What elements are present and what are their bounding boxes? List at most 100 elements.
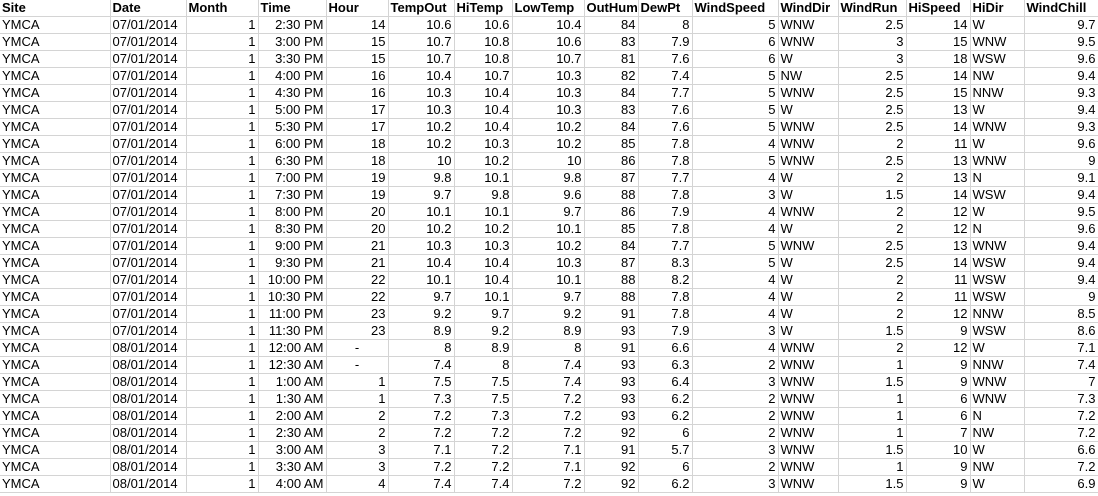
cell-winddir[interactable]: WNW	[778, 203, 839, 221]
cell-lowtemp[interactable]: 10.7	[512, 50, 585, 68]
cell-date[interactable]: 07/01/2014	[110, 305, 187, 323]
cell-windspeed[interactable]: 5	[692, 16, 779, 34]
cell-date[interactable]: 07/01/2014	[110, 186, 187, 204]
cell-tempout[interactable]: 10	[388, 152, 455, 170]
cell-outhum[interactable]: 91	[584, 305, 639, 323]
cell-tempout[interactable]: 10.3	[388, 237, 455, 255]
cell-lowtemp[interactable]: 7.4	[512, 373, 585, 391]
cell-hidir[interactable]: WSW	[970, 254, 1025, 272]
cell-winddir[interactable]: W	[778, 169, 839, 187]
cell-date[interactable]: 07/01/2014	[110, 33, 187, 51]
cell-windrun[interactable]: 3	[838, 50, 907, 68]
cell-hitemp[interactable]: 7.5	[454, 390, 513, 408]
cell-hitemp[interactable]: 9.8	[454, 186, 513, 204]
cell-winddir[interactable]: WNW	[778, 237, 839, 255]
column-header-hispeed[interactable]: HiSpeed	[906, 0, 971, 17]
cell-tempout[interactable]: 9.8	[388, 169, 455, 187]
cell-dewpt[interactable]: 7.7	[638, 237, 693, 255]
cell-month[interactable]: 1	[186, 339, 259, 357]
cell-hidir[interactable]: WNW	[970, 390, 1025, 408]
cell-site[interactable]: YMCA	[0, 237, 111, 255]
cell-date[interactable]: 08/01/2014	[110, 424, 187, 442]
cell-outhum[interactable]: 86	[584, 203, 639, 221]
cell-dewpt[interactable]: 6	[638, 424, 693, 442]
column-header-windrun[interactable]: WindRun	[838, 0, 907, 17]
cell-lowtemp[interactable]: 10.3	[512, 67, 585, 85]
cell-time[interactable]: 6:30 PM	[258, 152, 327, 170]
cell-time[interactable]: 4:30 PM	[258, 84, 327, 102]
column-header-windchill[interactable]: WindChill	[1024, 0, 1098, 17]
cell-tempout[interactable]: 7.2	[388, 407, 455, 425]
cell-hispeed[interactable]: 10	[906, 441, 971, 459]
cell-time[interactable]: 9:30 PM	[258, 254, 327, 272]
cell-hitemp[interactable]: 10.4	[454, 101, 513, 119]
cell-outhum[interactable]: 93	[584, 356, 639, 374]
cell-date[interactable]: 08/01/2014	[110, 441, 187, 459]
cell-windchill[interactable]: 9.4	[1024, 237, 1098, 255]
cell-site[interactable]: YMCA	[0, 186, 111, 204]
cell-date[interactable]: 08/01/2014	[110, 458, 187, 476]
cell-hour[interactable]: 18	[326, 152, 389, 170]
cell-winddir[interactable]: WNW	[778, 373, 839, 391]
cell-site[interactable]: YMCA	[0, 288, 111, 306]
cell-winddir[interactable]: W	[778, 305, 839, 323]
cell-hispeed[interactable]: 6	[906, 390, 971, 408]
cell-lowtemp[interactable]: 7.2	[512, 475, 585, 493]
cell-hour[interactable]: 3	[326, 458, 389, 476]
cell-time[interactable]: 3:00 PM	[258, 33, 327, 51]
cell-lowtemp[interactable]: 10.2	[512, 237, 585, 255]
cell-hidir[interactable]: N	[970, 169, 1025, 187]
cell-lowtemp[interactable]: 10.2	[512, 135, 585, 153]
cell-time[interactable]: 3:30 AM	[258, 458, 327, 476]
cell-hour[interactable]: 16	[326, 67, 389, 85]
cell-windspeed[interactable]: 6	[692, 50, 779, 68]
cell-winddir[interactable]: W	[778, 186, 839, 204]
cell-date[interactable]: 07/01/2014	[110, 118, 187, 136]
cell-hidir[interactable]: W	[970, 135, 1025, 153]
cell-dewpt[interactable]: 7.8	[638, 152, 693, 170]
cell-dewpt[interactable]: 8.3	[638, 254, 693, 272]
cell-dewpt[interactable]: 6.6	[638, 339, 693, 357]
cell-dewpt[interactable]: 8.2	[638, 271, 693, 289]
cell-hidir[interactable]: WNW	[970, 33, 1025, 51]
cell-hidir[interactable]: N	[970, 220, 1025, 238]
cell-hispeed[interactable]: 6	[906, 407, 971, 425]
cell-time[interactable]: 2:30 PM	[258, 16, 327, 34]
cell-windchill[interactable]: 9.4	[1024, 101, 1098, 119]
cell-hidir[interactable]: N	[970, 407, 1025, 425]
cell-windrun[interactable]: 2	[838, 135, 907, 153]
cell-windrun[interactable]: 3	[838, 33, 907, 51]
cell-site[interactable]: YMCA	[0, 67, 111, 85]
cell-hispeed[interactable]: 12	[906, 339, 971, 357]
cell-hour[interactable]: 19	[326, 186, 389, 204]
cell-winddir[interactable]: WNW	[778, 424, 839, 442]
cell-hispeed[interactable]: 13	[906, 169, 971, 187]
cell-lowtemp[interactable]: 7.1	[512, 458, 585, 476]
cell-time[interactable]: 9:00 PM	[258, 237, 327, 255]
cell-windchill[interactable]: 9.6	[1024, 135, 1098, 153]
cell-hidir[interactable]: WNW	[970, 373, 1025, 391]
cell-hispeed[interactable]: 14	[906, 16, 971, 34]
cell-dewpt[interactable]: 7.6	[638, 118, 693, 136]
cell-lowtemp[interactable]: 8.9	[512, 322, 585, 340]
cell-lowtemp[interactable]: 9.6	[512, 186, 585, 204]
cell-hitemp[interactable]: 7.5	[454, 373, 513, 391]
cell-hitemp[interactable]: 10.7	[454, 67, 513, 85]
cell-month[interactable]: 1	[186, 135, 259, 153]
cell-site[interactable]: YMCA	[0, 220, 111, 238]
cell-hitemp[interactable]: 10.1	[454, 203, 513, 221]
cell-winddir[interactable]: WNW	[778, 339, 839, 357]
cell-hidir[interactable]: NW	[970, 458, 1025, 476]
cell-tempout[interactable]: 7.2	[388, 458, 455, 476]
cell-windrun[interactable]: 2.5	[838, 237, 907, 255]
cell-date[interactable]: 07/01/2014	[110, 16, 187, 34]
cell-windchill[interactable]: 8.6	[1024, 322, 1098, 340]
cell-winddir[interactable]: WNW	[778, 84, 839, 102]
cell-hour[interactable]: 3	[326, 441, 389, 459]
cell-lowtemp[interactable]: 10.1	[512, 271, 585, 289]
cell-hitemp[interactable]: 7.2	[454, 458, 513, 476]
cell-hispeed[interactable]: 9	[906, 322, 971, 340]
cell-dewpt[interactable]: 7.8	[638, 220, 693, 238]
cell-tempout[interactable]: 9.7	[388, 288, 455, 306]
column-header-lowtemp[interactable]: LowTemp	[512, 0, 585, 17]
